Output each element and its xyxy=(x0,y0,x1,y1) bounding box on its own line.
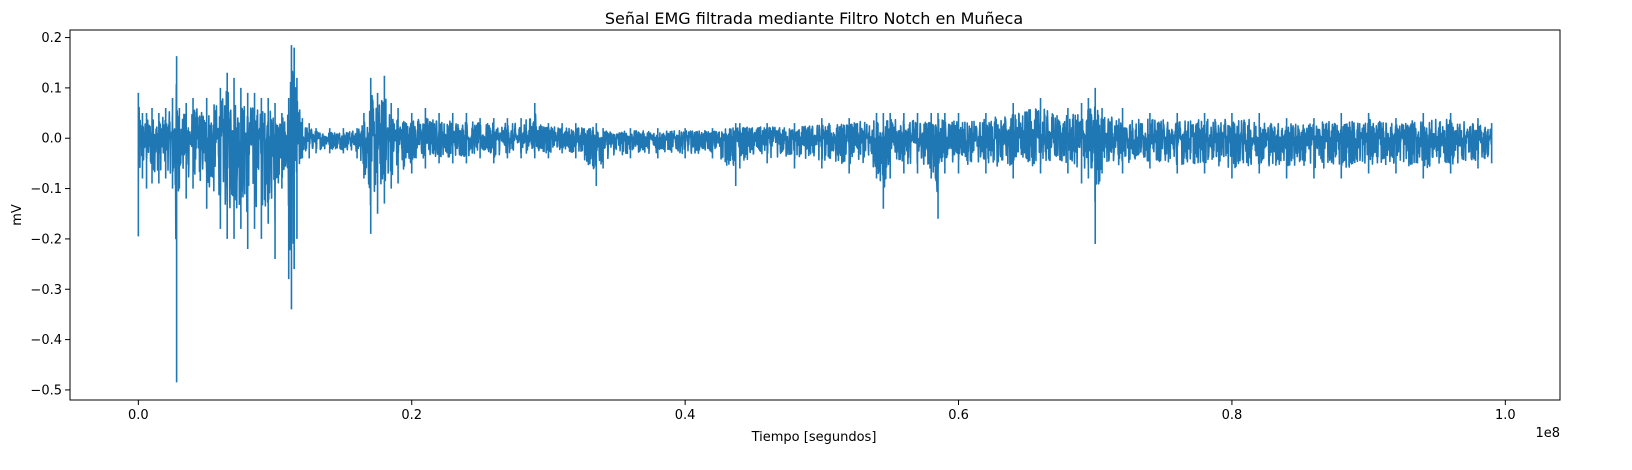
y-tick-label: 0.0 xyxy=(41,132,62,147)
y-tick-label: 0.1 xyxy=(41,81,62,96)
x-tick-label: 0.2 xyxy=(401,408,422,423)
x-tick-label: 0.6 xyxy=(948,408,969,423)
y-axis-label: mV xyxy=(10,204,25,226)
y-tick-label: 0.2 xyxy=(41,31,62,46)
x-tick-label: 0.0 xyxy=(128,408,149,423)
emg-signal-line xyxy=(137,45,1493,383)
signal-series xyxy=(137,45,1493,383)
y-axis-ticks: 0.2 0.1 0.0 −0.1 −0.2 −0.3 −0.4 −0.5 xyxy=(30,31,70,398)
plot-frame xyxy=(69,29,1561,401)
y-tick-label: −0.5 xyxy=(30,383,62,398)
chart-title: Señal EMG filtrada mediante Filtro Notch… xyxy=(605,9,1023,28)
y-tick-label: −0.2 xyxy=(30,232,62,247)
y-tick-label: −0.4 xyxy=(30,333,62,348)
x-tick-label: 0.4 xyxy=(675,408,696,423)
x-tick-label: 0.8 xyxy=(1222,408,1243,423)
x-tick-label: 1.0 xyxy=(1495,408,1516,423)
y-tick-label: −0.3 xyxy=(30,283,62,298)
x-offset-label: 1e8 xyxy=(1535,426,1560,441)
x-axis-ticks: 0.0 0.2 0.4 0.6 0.8 1.0 xyxy=(128,400,1516,423)
y-tick-label: −0.1 xyxy=(30,182,62,197)
x-axis-label: Tiempo [segundos] xyxy=(751,430,877,445)
